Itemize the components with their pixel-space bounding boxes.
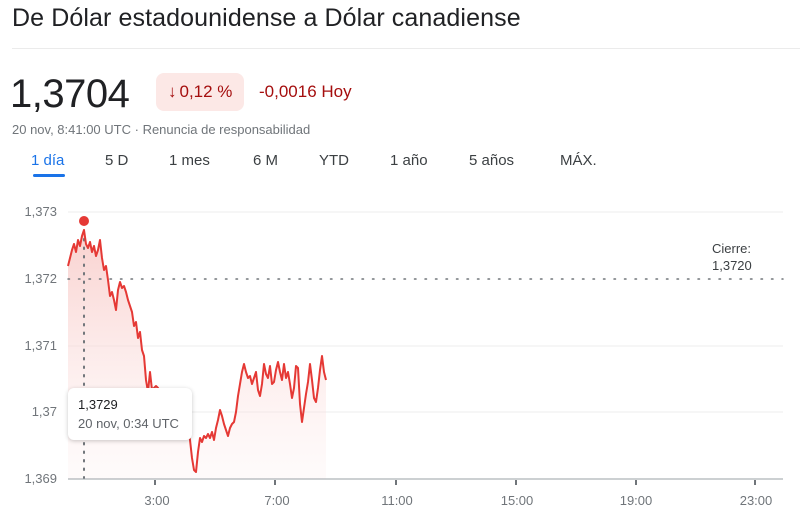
tab-5-anos[interactable]: 5 años (469, 152, 515, 169)
y-axis-labels: 1,373 1,372 1,371 1,37 1,369 (24, 204, 57, 486)
tab-max[interactable]: MÁX. (560, 152, 597, 169)
svg-text:1,371: 1,371 (24, 338, 57, 353)
title-divider (12, 48, 800, 49)
price-line (67, 229, 327, 473)
x-axis-labels: 3:00 7:00 11:00 15:00 19:00 23:00 (144, 493, 772, 508)
gridlines (68, 211, 783, 413)
svg-text:1,37: 1,37 (32, 404, 57, 419)
svg-text:15:00: 15:00 (501, 493, 534, 508)
tab-ytd[interactable]: YTD (319, 152, 349, 169)
tab-1-dia[interactable]: 1 día (31, 152, 65, 169)
svg-text:1,372: 1,372 (24, 271, 57, 286)
svg-text:23:00: 23:00 (740, 493, 773, 508)
chart-tooltip: 1,3729 20 nov, 0:34 UTC (68, 388, 192, 440)
timestamp: 20 nov, 8:41:00 UTC (12, 122, 131, 137)
previous-close-value: 1,3720 (712, 258, 752, 273)
tab-5d[interactable]: 5 D (105, 152, 129, 169)
active-tab-indicator (33, 174, 65, 177)
tooltip-value: 1,3729 (78, 397, 118, 412)
tab-1-mes[interactable]: 1 mes (169, 152, 210, 169)
previous-close-label: Cierre: 1,3720 (712, 240, 752, 274)
page-title: De Dólar estadounidense a Dólar canadien… (12, 4, 521, 32)
previous-close-title: Cierre: (712, 241, 752, 256)
tooltip-time: 20 nov, 0:34 UTC (78, 416, 179, 431)
svg-text:11:00: 11:00 (381, 493, 413, 508)
change-percent-badge: ↓ 0,12 % (156, 73, 245, 111)
x-axis-ticks (154, 480, 756, 485)
change-percent: 0,12 % (179, 82, 233, 101)
tab-1-ano[interactable]: 1 año (390, 152, 428, 169)
svg-text:19:00: 19:00 (620, 493, 653, 508)
svg-text:1,373: 1,373 (24, 204, 57, 219)
arrow-down-icon: ↓ (168, 82, 177, 101)
current-price: 1,3704 (10, 72, 130, 116)
svg-text:3:00: 3:00 (144, 493, 169, 508)
highlight-point (79, 216, 89, 226)
disclaimer-link[interactable]: Renuncia de responsabilidad (142, 122, 311, 137)
svg-text:7:00: 7:00 (264, 493, 289, 508)
tab-6m[interactable]: 6 M (253, 152, 279, 169)
quote-meta: 20 nov, 8:41:00 UTC · Renuncia de respon… (12, 122, 310, 137)
change-value: -0,0016 Hoy (259, 82, 352, 101)
price-chart[interactable]: 1,373 1,372 1,371 1,37 1,369 3:00 7:00 1… (0, 195, 800, 521)
svg-text:1,369: 1,369 (24, 471, 57, 486)
separator: · (131, 122, 143, 137)
